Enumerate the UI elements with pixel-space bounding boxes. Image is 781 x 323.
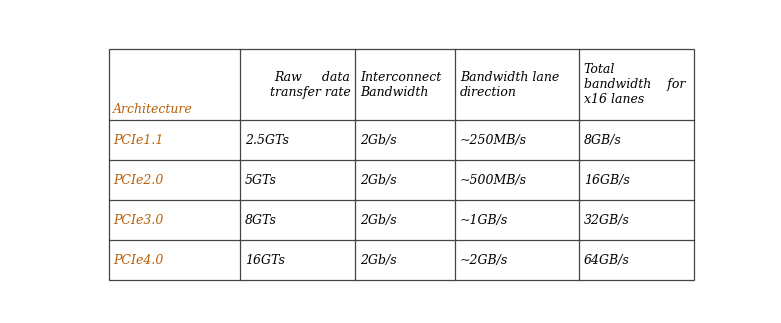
Text: 2Gb/s: 2Gb/s	[360, 134, 397, 147]
Text: 64GB/s: 64GB/s	[583, 254, 629, 266]
Text: 5GTs: 5GTs	[245, 174, 277, 187]
Text: 16GB/s: 16GB/s	[583, 174, 629, 187]
Text: PCIe4.0: PCIe4.0	[113, 254, 164, 266]
Text: ~500MB/s: ~500MB/s	[460, 174, 527, 187]
Text: Architecture: Architecture	[113, 103, 193, 116]
Text: Interconnect
Bandwidth: Interconnect Bandwidth	[360, 70, 441, 99]
Text: 2.5GTs: 2.5GTs	[245, 134, 289, 147]
Text: 8GTs: 8GTs	[245, 214, 277, 227]
Text: Raw     data
transfer rate: Raw data transfer rate	[269, 70, 351, 99]
Text: 2Gb/s: 2Gb/s	[360, 254, 397, 266]
Text: ~1GB/s: ~1GB/s	[460, 214, 508, 227]
Text: 16GTs: 16GTs	[245, 254, 285, 266]
Text: PCIe1.1: PCIe1.1	[113, 134, 164, 147]
Text: 2Gb/s: 2Gb/s	[360, 174, 397, 187]
Text: ~2GB/s: ~2GB/s	[460, 254, 508, 266]
Text: PCIe3.0: PCIe3.0	[113, 214, 164, 227]
Text: ~250MB/s: ~250MB/s	[460, 134, 527, 147]
Text: PCIe2.0: PCIe2.0	[113, 174, 164, 187]
Text: 32GB/s: 32GB/s	[583, 214, 629, 227]
Text: Total
bandwidth    for
x16 lanes: Total bandwidth for x16 lanes	[583, 63, 685, 106]
Text: 2Gb/s: 2Gb/s	[360, 214, 397, 227]
Text: 8GB/s: 8GB/s	[583, 134, 622, 147]
Text: Bandwidth lane
direction: Bandwidth lane direction	[460, 70, 559, 99]
